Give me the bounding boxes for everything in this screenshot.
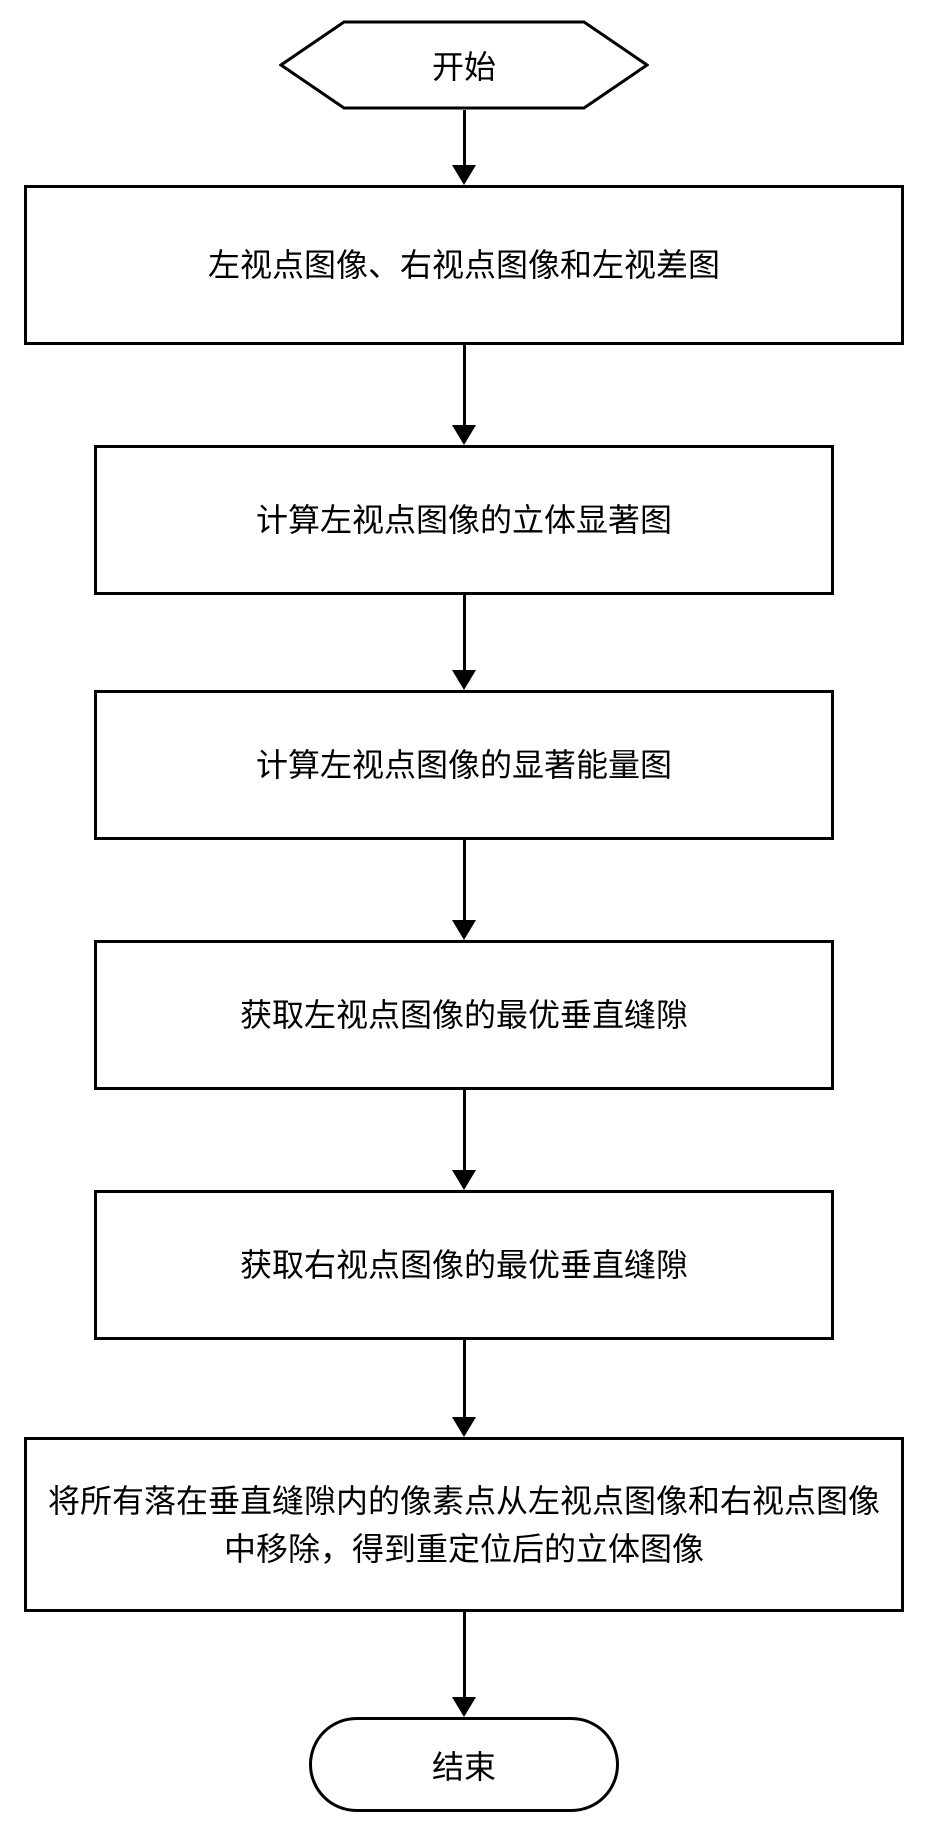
arrow-line <box>463 840 466 920</box>
arrow-head <box>452 165 476 185</box>
arrow-head <box>452 425 476 445</box>
arrow-7 <box>452 1612 476 1717</box>
flowchart-container: 开始 左视点图像、右视点图像和左视差图 计算左视点图像的立体显著图 计算左视点图… <box>0 20 928 1812</box>
step6-label: 将所有落在垂直缝隙内的像素点从左视点图像和右视点图像中移除，得到重定位后的立体图… <box>47 1477 881 1573</box>
arrow-line <box>463 110 466 165</box>
arrow-head <box>452 670 476 690</box>
step4-label: 获取左视点图像的最优垂直缝隙 <box>240 991 688 1039</box>
arrow-5 <box>452 1090 476 1190</box>
step3-label: 计算左视点图像的显著能量图 <box>256 741 672 789</box>
end-label: 结束 <box>432 1742 496 1788</box>
step1-label: 左视点图像、右视点图像和左视差图 <box>208 241 720 289</box>
arrow-line <box>463 345 466 425</box>
arrow-head <box>452 1697 476 1717</box>
arrow-4 <box>452 840 476 940</box>
arrow-head <box>452 1170 476 1190</box>
process-step-6: 将所有落在垂直缝隙内的像素点从左视点图像和右视点图像中移除，得到重定位后的立体图… <box>24 1437 904 1612</box>
step5-label: 获取右视点图像的最优垂直缝隙 <box>240 1241 688 1289</box>
arrow-2 <box>452 345 476 445</box>
start-node: 开始 <box>279 20 649 110</box>
end-node: 结束 <box>309 1717 619 1812</box>
arrow-line <box>463 1090 466 1170</box>
process-step-3: 计算左视点图像的显著能量图 <box>94 690 834 840</box>
arrow-line <box>463 1340 466 1417</box>
arrow-line <box>463 1612 466 1697</box>
process-step-2: 计算左视点图像的立体显著图 <box>94 445 834 595</box>
arrow-head <box>452 920 476 940</box>
arrow-head <box>452 1417 476 1437</box>
arrow-line <box>463 595 466 670</box>
process-step-1: 左视点图像、右视点图像和左视差图 <box>24 185 904 345</box>
arrow-1 <box>452 110 476 185</box>
step2-label: 计算左视点图像的立体显著图 <box>256 496 672 544</box>
process-step-4: 获取左视点图像的最优垂直缝隙 <box>94 940 834 1090</box>
arrow-6 <box>452 1340 476 1437</box>
arrow-3 <box>452 595 476 690</box>
start-label: 开始 <box>432 42 496 88</box>
process-step-5: 获取右视点图像的最优垂直缝隙 <box>94 1190 834 1340</box>
